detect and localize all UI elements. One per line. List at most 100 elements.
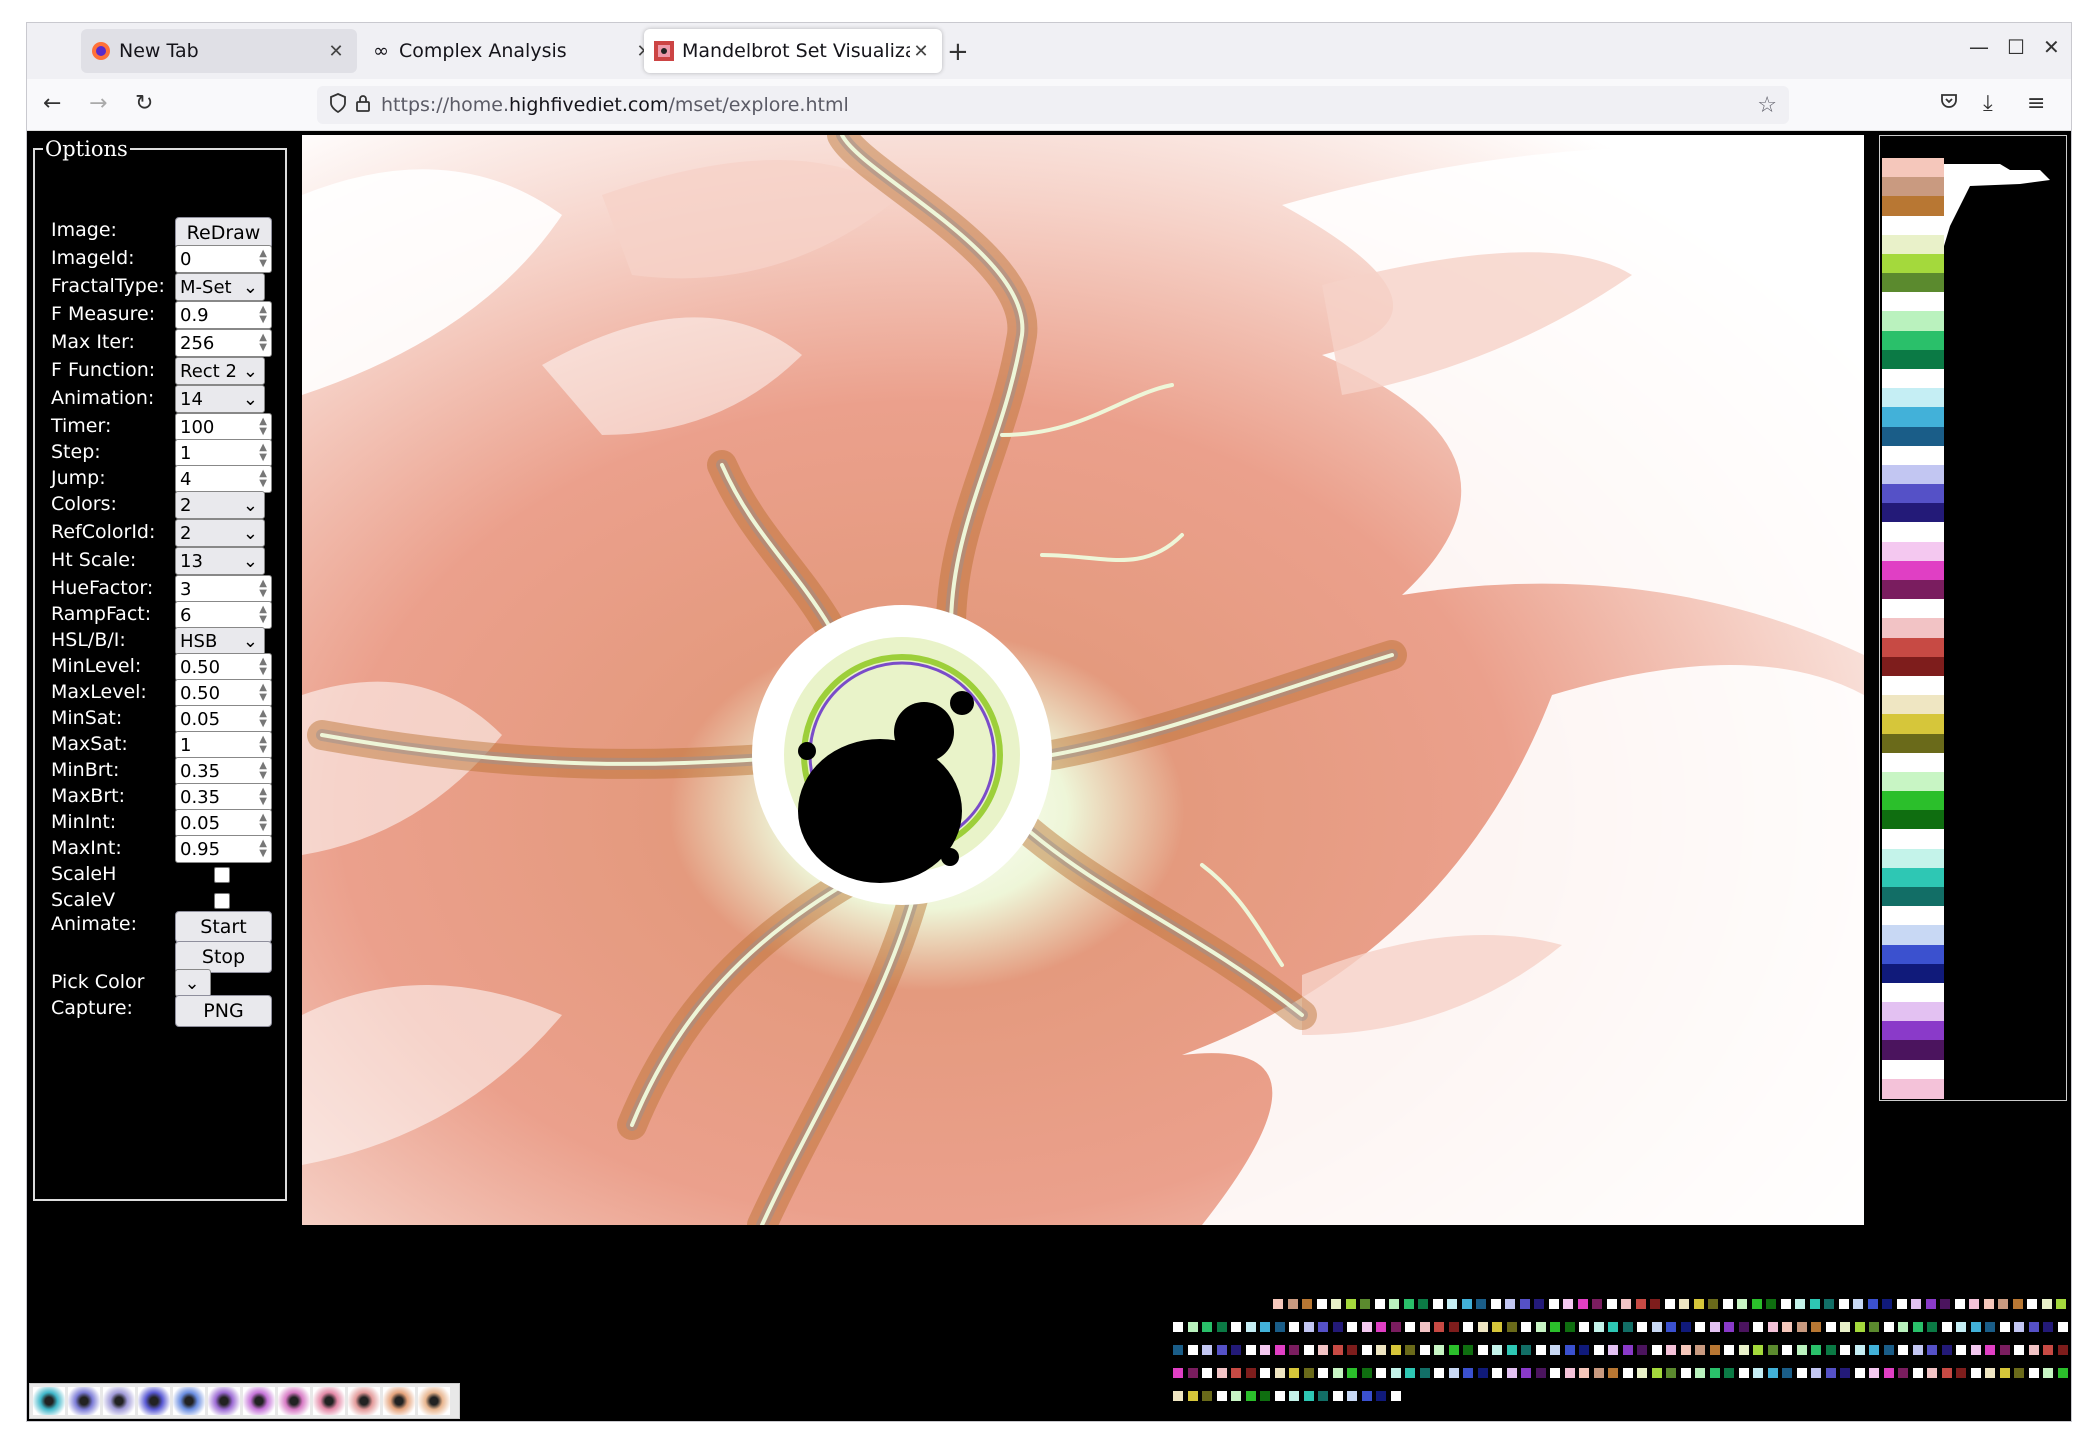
- new-tab-button[interactable]: +: [947, 37, 969, 67]
- color-swatch[interactable]: [1173, 1391, 1183, 1401]
- color-swatch[interactable]: [1693, 1299, 1704, 1309]
- color-swatch[interactable]: [1811, 1368, 1821, 1378]
- color-swatch[interactable]: [1840, 1368, 1850, 1378]
- color-swatch[interactable]: [1796, 1345, 1807, 1355]
- color-swatch[interactable]: [1767, 1368, 1778, 1378]
- color-swatch[interactable]: [1708, 1299, 1718, 1309]
- color-swatch[interactable]: [1983, 1299, 1994, 1309]
- color-swatch[interactable]: [1274, 1368, 1285, 1378]
- color-swatch[interactable]: [1680, 1345, 1691, 1355]
- color-swatch[interactable]: [1332, 1345, 1343, 1355]
- color-swatch[interactable]: [1912, 1345, 1923, 1355]
- color-swatch[interactable]: [1550, 1345, 1560, 1355]
- color-swatch[interactable]: [1448, 1345, 1459, 1355]
- color-swatch[interactable]: [1492, 1345, 1502, 1355]
- color-swatch[interactable]: [1347, 1322, 1357, 1332]
- maxbrt-input[interactable]: 0.35 ▲ ▼: [175, 783, 272, 811]
- color-swatch[interactable]: [1651, 1345, 1662, 1355]
- color-swatch[interactable]: [1883, 1368, 1894, 1378]
- scaleh-checkbox[interactable]: [214, 867, 230, 883]
- spinner-icon[interactable]: ▲ ▼: [259, 416, 267, 437]
- hsl-b-i-select[interactable]: HSB ⌄: [175, 627, 265, 655]
- spinner-icon[interactable]: ▲ ▼: [259, 682, 267, 703]
- color-swatch[interactable]: [1941, 1368, 1952, 1378]
- color-swatch[interactable]: [1492, 1368, 1502, 1378]
- jump-input[interactable]: 4 ▲ ▼: [175, 465, 272, 493]
- color-swatch[interactable]: [2012, 1299, 2023, 1309]
- color-swatch[interactable]: [1927, 1345, 1937, 1355]
- color-swatch[interactable]: [1738, 1368, 1749, 1378]
- stop-button[interactable]: Stop: [175, 941, 272, 973]
- color-swatch[interactable]: [1782, 1345, 1792, 1355]
- spinner-icon[interactable]: ▲ ▼: [259, 838, 267, 859]
- menu-icon[interactable]: ≡: [2027, 91, 2046, 116]
- color-swatch[interactable]: [1695, 1368, 1705, 1378]
- color-swatch[interactable]: [1361, 1345, 1372, 1355]
- spinner-icon[interactable]: ▲ ▼: [259, 468, 267, 489]
- color-swatch[interactable]: [1303, 1322, 1314, 1332]
- color-swatch[interactable]: [1796, 1368, 1807, 1378]
- color-swatch[interactable]: [1476, 1299, 1486, 1309]
- color-swatch[interactable]: [1954, 1299, 1965, 1309]
- animation-select[interactable]: 14 ⌄: [175, 385, 265, 413]
- color-swatch[interactable]: [1941, 1322, 1952, 1332]
- color-swatch[interactable]: [1318, 1345, 1328, 1355]
- color-swatch[interactable]: [1867, 1299, 1878, 1309]
- color-swatch[interactable]: [1999, 1322, 2010, 1332]
- color-swatch[interactable]: [1985, 1345, 1995, 1355]
- color-swatch[interactable]: [1564, 1345, 1575, 1355]
- color-swatch[interactable]: [1534, 1299, 1544, 1309]
- color-swatch[interactable]: [1956, 1322, 1966, 1332]
- color-swatch[interactable]: [1303, 1368, 1314, 1378]
- color-swatch[interactable]: [1274, 1322, 1285, 1332]
- back-icon[interactable]: ←: [43, 91, 62, 116]
- color-swatch[interactable]: [2027, 1299, 2037, 1309]
- color-swatch[interactable]: [1303, 1345, 1314, 1355]
- spinner-icon[interactable]: ▲ ▼: [259, 304, 267, 325]
- minimize-icon[interactable]: —: [1969, 35, 1989, 59]
- color-swatch[interactable]: [1985, 1322, 1995, 1332]
- color-swatch[interactable]: [1187, 1322, 1198, 1332]
- color-swatch[interactable]: [2028, 1322, 2039, 1332]
- tab-new-tab[interactable]: New Tab ✕: [81, 29, 357, 73]
- color-swatch[interactable]: [1202, 1391, 1212, 1401]
- spinner-icon[interactable]: ▲ ▼: [259, 656, 267, 677]
- color-swatch[interactable]: [1724, 1322, 1734, 1332]
- timer-input[interactable]: 100 ▲ ▼: [175, 413, 272, 441]
- color-swatch[interactable]: [1245, 1322, 1256, 1332]
- color-swatch[interactable]: [1854, 1322, 1865, 1332]
- color-swatch[interactable]: [1390, 1345, 1401, 1355]
- spinner-icon[interactable]: ▲ ▼: [259, 248, 267, 269]
- color-swatch[interactable]: [1390, 1368, 1401, 1378]
- spinner-icon[interactable]: ▲ ▼: [259, 760, 267, 781]
- color-swatch[interactable]: [1289, 1391, 1299, 1401]
- animation-thumbnail[interactable]: [138, 1387, 170, 1415]
- color-swatch[interactable]: [1289, 1322, 1299, 1332]
- color-swatch[interactable]: [1651, 1368, 1662, 1378]
- color-swatch[interactable]: [1840, 1322, 1850, 1332]
- color-swatch[interactable]: [1766, 1299, 1776, 1309]
- forward-icon[interactable]: →: [89, 91, 108, 116]
- color-swatch[interactable]: [1782, 1368, 1792, 1378]
- color-swatch[interactable]: [1999, 1345, 2010, 1355]
- pick-color-dropdown[interactable]: ⌄: [175, 969, 211, 997]
- color-swatch[interactable]: [1869, 1322, 1879, 1332]
- color-swatch[interactable]: [1231, 1368, 1241, 1378]
- color-swatch[interactable]: [1274, 1391, 1285, 1401]
- color-swatch[interactable]: [1593, 1322, 1604, 1332]
- animation-thumbnail[interactable]: [313, 1387, 345, 1415]
- color-swatch[interactable]: [1287, 1299, 1298, 1309]
- colors-select[interactable]: 2 ⌄: [175, 491, 265, 519]
- color-swatch[interactable]: [1187, 1345, 1198, 1355]
- color-swatch[interactable]: [1419, 1345, 1430, 1355]
- spinner-icon[interactable]: ▲ ▼: [259, 734, 267, 755]
- color-swatch[interactable]: [1666, 1345, 1676, 1355]
- spinner-icon[interactable]: ▲ ▼: [259, 442, 267, 463]
- color-swatch[interactable]: [1579, 1345, 1589, 1355]
- color-swatch[interactable]: [1622, 1368, 1633, 1378]
- color-swatch[interactable]: [1492, 1322, 1502, 1332]
- animation-thumbnail[interactable]: [33, 1387, 65, 1415]
- color-swatch[interactable]: [1405, 1368, 1415, 1378]
- color-swatch[interactable]: [1782, 1322, 1792, 1332]
- color-swatch[interactable]: [1260, 1345, 1270, 1355]
